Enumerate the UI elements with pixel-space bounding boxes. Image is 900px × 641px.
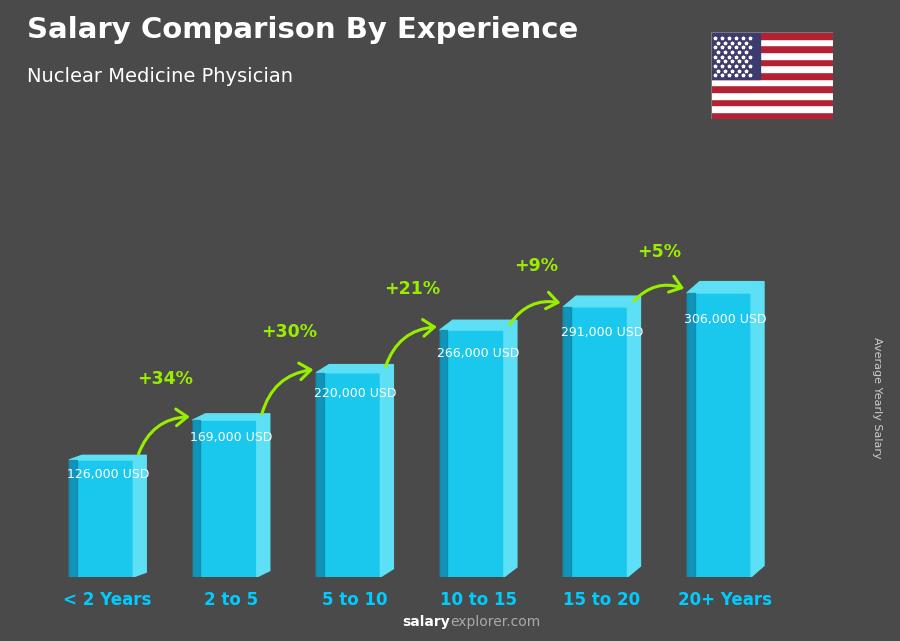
Text: 220,000 USD: 220,000 USD [314, 387, 396, 400]
Polygon shape [193, 420, 201, 577]
Text: +5%: +5% [637, 244, 681, 262]
Text: Salary Comparison By Experience: Salary Comparison By Experience [27, 16, 578, 44]
Polygon shape [69, 455, 146, 460]
Polygon shape [563, 307, 571, 577]
Polygon shape [316, 365, 393, 373]
Text: Average Yearly Salary: Average Yearly Salary [872, 337, 883, 458]
Bar [711, 92, 832, 99]
FancyArrowPatch shape [262, 363, 310, 414]
Text: +9%: +9% [514, 257, 558, 275]
Text: 266,000 USD: 266,000 USD [437, 347, 519, 360]
Polygon shape [69, 460, 76, 577]
Polygon shape [193, 414, 270, 420]
Bar [711, 112, 832, 119]
Text: +34%: +34% [137, 370, 193, 388]
Polygon shape [627, 296, 641, 577]
Text: +30%: +30% [261, 323, 317, 341]
Text: 126,000 USD: 126,000 USD [67, 468, 148, 481]
Polygon shape [563, 307, 627, 577]
Bar [711, 52, 832, 59]
Polygon shape [563, 296, 641, 307]
Text: Nuclear Medicine Physician: Nuclear Medicine Physician [27, 67, 293, 87]
Bar [711, 38, 832, 46]
Bar [711, 85, 832, 92]
FancyArrowPatch shape [385, 320, 435, 367]
Bar [711, 65, 832, 72]
FancyArrowPatch shape [634, 276, 682, 301]
Bar [711, 46, 832, 52]
Polygon shape [751, 281, 764, 577]
Polygon shape [316, 373, 381, 577]
Polygon shape [193, 420, 256, 577]
Text: salary: salary [402, 615, 450, 629]
Bar [711, 32, 760, 79]
Bar [711, 99, 832, 105]
Polygon shape [687, 293, 695, 577]
FancyArrowPatch shape [139, 409, 187, 454]
Bar [711, 32, 832, 38]
Polygon shape [381, 365, 393, 577]
Polygon shape [687, 281, 764, 293]
Polygon shape [440, 330, 504, 577]
Polygon shape [133, 455, 146, 577]
Text: 169,000 USD: 169,000 USD [190, 431, 273, 444]
Polygon shape [504, 320, 517, 577]
Bar [711, 79, 832, 85]
Polygon shape [687, 293, 751, 577]
Polygon shape [440, 330, 447, 577]
Polygon shape [256, 414, 270, 577]
Polygon shape [440, 320, 517, 330]
Text: 291,000 USD: 291,000 USD [561, 326, 644, 339]
Text: explorer.com: explorer.com [450, 615, 540, 629]
Bar [711, 72, 832, 79]
FancyArrowPatch shape [509, 292, 558, 324]
Polygon shape [69, 460, 133, 577]
Bar [711, 59, 832, 65]
Text: 306,000 USD: 306,000 USD [684, 313, 767, 326]
Polygon shape [316, 373, 324, 577]
Text: +21%: +21% [384, 280, 440, 298]
Bar [711, 105, 832, 112]
